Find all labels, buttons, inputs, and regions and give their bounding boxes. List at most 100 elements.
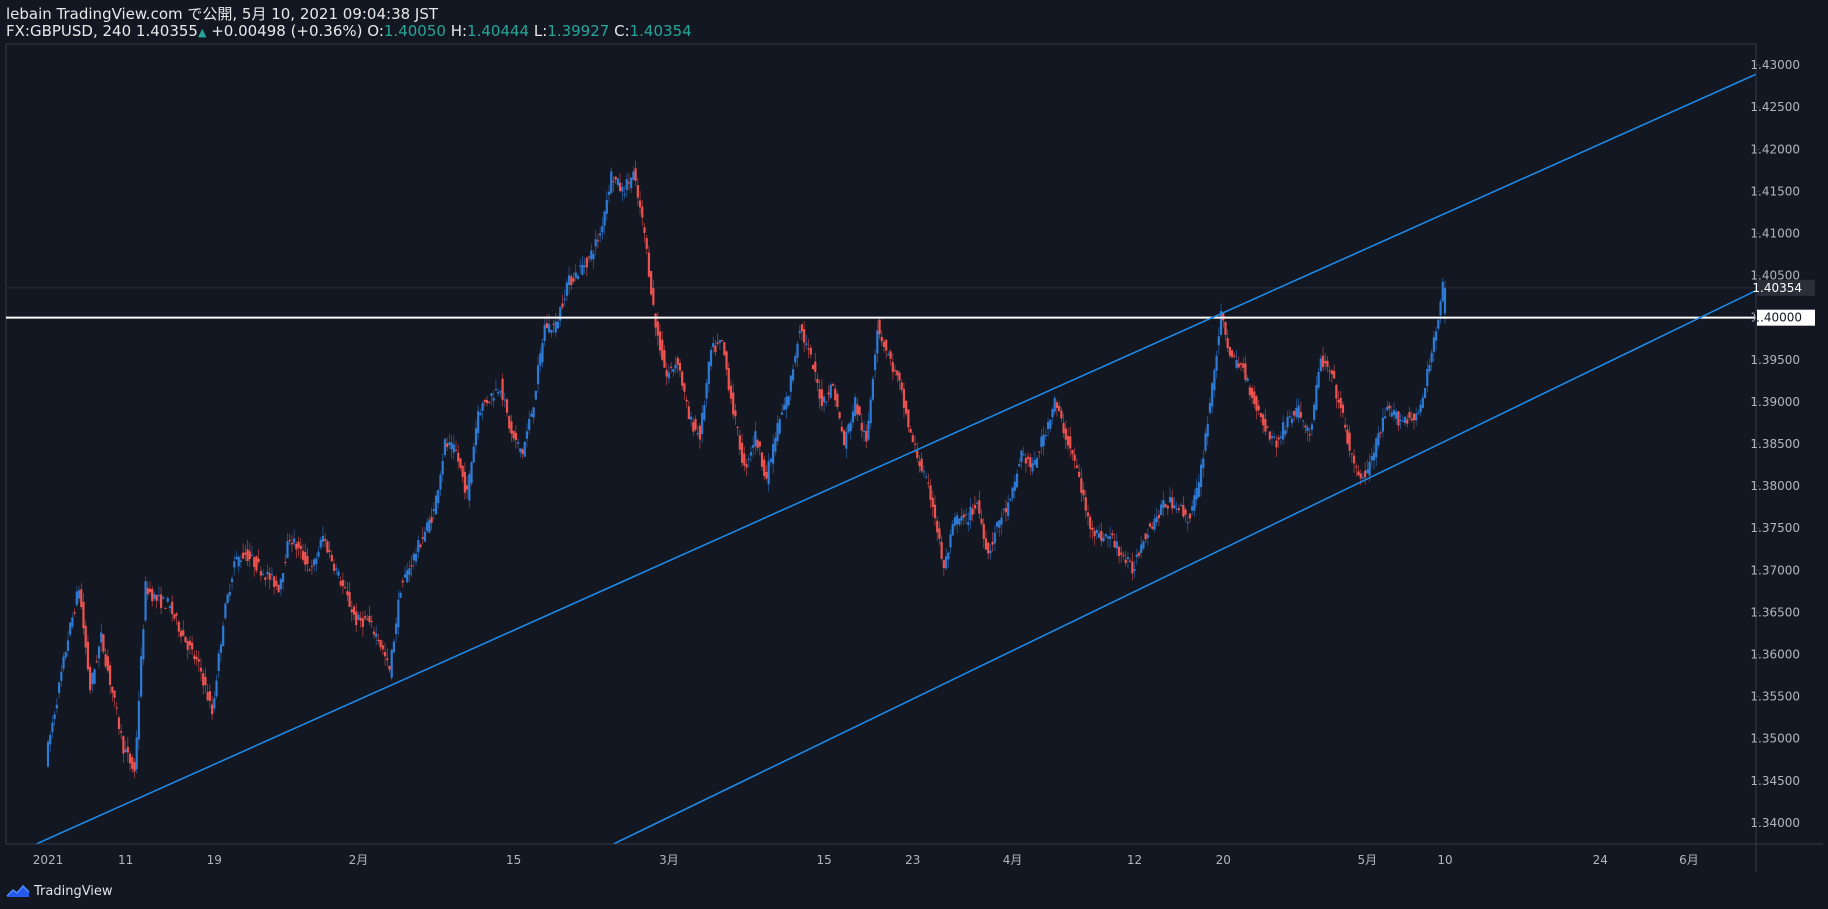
candle-body: [765, 471, 768, 479]
candle-body: [1004, 508, 1008, 513]
candle-body: [270, 574, 274, 576]
candle-body: [840, 426, 843, 432]
candle-body: [663, 350, 666, 368]
candle-body: [51, 722, 54, 732]
candle-body: [383, 652, 387, 657]
candle-body: [1330, 370, 1334, 375]
candle-body: [1144, 533, 1147, 540]
candle-body: [816, 378, 819, 384]
price-change: +0.00498 (+0.36%): [211, 22, 363, 40]
time-tick-label: 24: [1593, 853, 1608, 867]
candle-body: [1086, 512, 1090, 517]
candle-body: [1335, 384, 1338, 399]
tradingview-footer[interactable]: TradingView: [6, 882, 113, 900]
plot-area[interactable]: [5, 43, 1757, 845]
candle-body: [1148, 523, 1152, 527]
candle-body: [128, 753, 132, 764]
candle-body: [698, 425, 702, 440]
candle-body: [987, 542, 990, 554]
candle-body: [1432, 337, 1436, 353]
candle-body: [676, 357, 679, 365]
candle-body: [1239, 363, 1243, 365]
candle-body: [630, 177, 633, 188]
candle-body: [339, 581, 342, 586]
candle-body: [984, 538, 988, 550]
candle-body: [581, 264, 584, 275]
candle-body: [1388, 405, 1391, 409]
candle-body: [687, 406, 690, 420]
candle-body: [463, 471, 466, 493]
candle-body: [135, 737, 138, 770]
high-value: 1.40444: [467, 22, 530, 40]
symbol-timeframe[interactable]: FX:GBPUSD, 240: [6, 22, 132, 40]
candle-body: [1137, 552, 1141, 556]
time-tick-label: 15: [816, 853, 831, 867]
candle-body: [729, 385, 733, 399]
candle-body: [998, 520, 1001, 528]
candle-body: [113, 690, 116, 698]
candle-body: [1406, 419, 1409, 424]
candle-body: [539, 353, 542, 366]
price-axis[interactable]: 1.34000 1.34500 1.35000 1.35500 1.36000 1.365…: [1750, 44, 1815, 872]
candle-body: [1146, 534, 1149, 538]
candle-body: [510, 421, 513, 434]
candle-body: [1115, 541, 1118, 549]
candle-body: [505, 399, 509, 413]
candle-body: [1015, 473, 1019, 488]
candle-body: [552, 323, 555, 325]
candle-body: [973, 504, 976, 509]
candle-body: [1009, 498, 1012, 501]
channel-lower-line[interactable]: [613, 289, 1757, 845]
candle-body: [1095, 529, 1098, 533]
candle-body: [326, 541, 329, 553]
candle-body: [836, 393, 839, 407]
candle-body: [257, 558, 260, 562]
candle-body: [350, 609, 353, 613]
candle-body: [1344, 424, 1347, 428]
candle-body: [887, 354, 890, 356]
price-tick-label: 1.37500: [1750, 521, 1800, 535]
candle-body: [308, 569, 311, 571]
candle-body: [1313, 404, 1316, 421]
candle-body: [244, 552, 247, 555]
candle-body: [1066, 436, 1070, 446]
candle-body: [851, 411, 855, 423]
candle-body: [233, 561, 236, 568]
candle-body: [1013, 481, 1016, 491]
time-axis[interactable]: 2021 11 19 2月 15 3月 15 23 4月 12 20 5月 10 24 6月: [6, 843, 1823, 867]
price-tick-label: 1.41000: [1750, 226, 1800, 240]
candle-body: [1299, 411, 1302, 418]
candle-body: [71, 617, 74, 627]
candle-body: [1341, 404, 1345, 413]
candle-body: [701, 412, 704, 435]
candle-body: [530, 413, 533, 417]
candle-body: [1273, 436, 1276, 438]
channel-upper-line[interactable]: [35, 73, 1757, 845]
candle-body: [1355, 466, 1358, 468]
candle-body: [1266, 426, 1269, 428]
price-tick-label: 1.38500: [1750, 437, 1800, 451]
candle-body: [905, 400, 908, 414]
candle-body: [783, 404, 786, 411]
candle-body: [568, 275, 571, 286]
candle-body: [97, 646, 101, 659]
candle-body: [956, 515, 959, 525]
candle-body: [519, 448, 522, 453]
candle-body: [1188, 513, 1192, 519]
candle-body: [969, 506, 972, 521]
candle-body: [805, 343, 808, 345]
candle-body: [465, 485, 469, 490]
candle-body: [1022, 454, 1025, 456]
candle-body: [497, 392, 500, 394]
candle-body: [399, 592, 402, 598]
candle-body: [474, 428, 478, 446]
candle-body: [541, 343, 544, 363]
candle-body: [612, 180, 615, 182]
candle-body: [964, 514, 968, 516]
candle-body: [747, 458, 750, 460]
candle-body: [301, 550, 305, 560]
candle-body: [1233, 355, 1236, 357]
price-tick-label: 1.41500: [1750, 184, 1800, 198]
candle-body: [1173, 505, 1176, 509]
